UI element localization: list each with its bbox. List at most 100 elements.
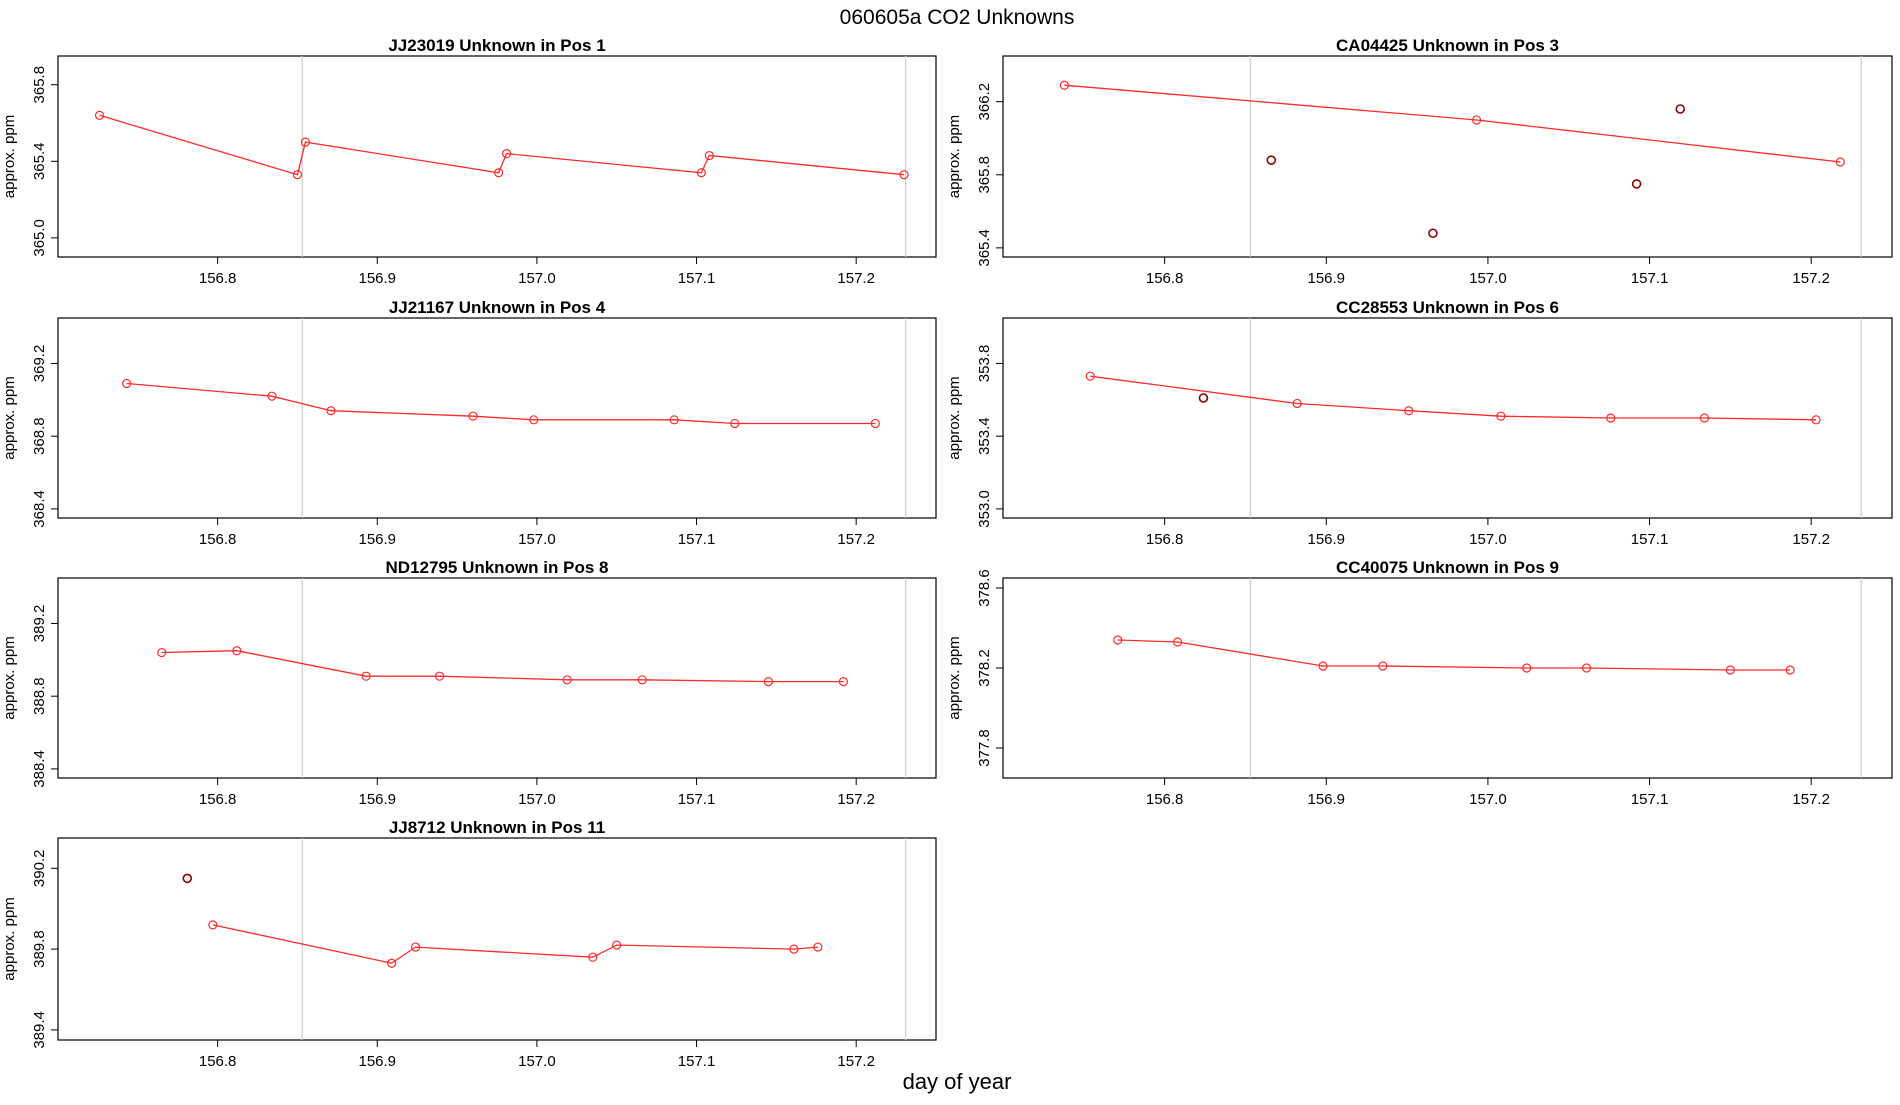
flagged-point [1675, 104, 1686, 114]
x-tick-label: 156.9 [358, 270, 396, 287]
x-tick-label: 157.0 [518, 531, 556, 548]
data-point [267, 391, 277, 401]
y-tick-label: 377.8 [976, 729, 993, 767]
panel-7: JJ8712 Unknown in Pos 11 156.8 156.9 157.0 1… [1, 818, 937, 1070]
y-tick-label: 365.8 [31, 66, 48, 104]
panel-3: JJ21167 Unknown in Pos 4 156.8 156.9 157.0 1… [1, 298, 937, 548]
y-tick-label: 353.8 [976, 345, 993, 383]
x-tick-label: 156.8 [199, 531, 237, 548]
y-tick-label: 389.8 [31, 930, 48, 968]
x-tick-label: 156.8 [199, 791, 237, 808]
panel-title: JJ8712 Unknown in Pos 11 [389, 818, 605, 837]
x-tick-label: 157.2 [837, 791, 875, 808]
x-tick-label: 157.2 [837, 1053, 875, 1070]
data-point [122, 378, 132, 389]
data-point [696, 168, 706, 178]
data-point [501, 149, 512, 159]
panel-title: JJ23019 Unknown in Pos 1 [388, 36, 605, 55]
y-axis-label: approx. ppm [1, 376, 18, 459]
figure-title: 060605a CO2 Unknowns [840, 6, 1075, 29]
data-point [94, 110, 105, 120]
flagged-point [1631, 179, 1642, 189]
x-tick-label: 156.8 [1146, 270, 1184, 287]
data-point [361, 671, 371, 681]
panels: JJ23019 Unknown in Pos 1 156.8 156.9 157.0 1… [1, 36, 1893, 1070]
x-tick-label: 156.9 [358, 791, 396, 808]
x-tick-label: 157.1 [1631, 791, 1669, 808]
y-axis-label: approx. ppm [1, 115, 18, 198]
data-point [292, 170, 303, 180]
data-point [1059, 80, 1070, 90]
x-tick-label: 157.2 [1792, 270, 1830, 287]
y-tick-label: 366.2 [976, 83, 993, 121]
y-tick-label: 388.8 [31, 677, 48, 715]
x-tick-label: 157.1 [1631, 270, 1669, 287]
x-tick-label: 157.1 [1631, 531, 1669, 548]
plot-frame [57, 577, 937, 779]
y-axis-label: approx. ppm [946, 636, 963, 719]
data-point [1785, 665, 1795, 675]
plot-frame [57, 55, 937, 258]
series-line [1117, 639, 1791, 671]
y-tick-label: 365.8 [976, 156, 993, 194]
data-point [789, 944, 799, 954]
x-tick-label: 157.1 [678, 1053, 716, 1070]
x-tick-label: 157.1 [678, 531, 716, 548]
data-point [1113, 635, 1123, 645]
y-tick-label: 369.2 [31, 345, 48, 383]
data-point [232, 646, 242, 656]
data-point [410, 942, 421, 952]
x-tick-label: 157.2 [1792, 791, 1830, 808]
data-point [1378, 661, 1388, 671]
data-point [730, 418, 740, 429]
panel-title: CC40075 Unknown in Pos 9 [1336, 558, 1559, 577]
y-tick-label: 388.4 [31, 750, 48, 788]
data-point [1835, 157, 1845, 167]
series-line [126, 382, 876, 425]
x-tick-label: 156.8 [199, 1053, 237, 1070]
y-tick-label: 378.2 [976, 649, 993, 687]
data-point [899, 170, 909, 180]
data-point [1404, 406, 1414, 416]
y-axis-label: approx. ppm [1, 897, 18, 980]
x-tick-label: 156.9 [358, 531, 396, 548]
y-tick-label: 368.8 [31, 417, 48, 455]
panel-2: CA04425 Unknown in Pos 3 156.8 156.9 157.0 1… [946, 36, 1893, 287]
data-point [300, 137, 311, 147]
data-point [157, 647, 167, 658]
x-tick-label: 157.0 [1469, 270, 1507, 287]
x-tick-label: 157.2 [837, 270, 875, 287]
data-point [1318, 661, 1328, 671]
data-point [870, 418, 880, 429]
data-point [1522, 663, 1532, 673]
x-tick-label: 156.9 [1307, 531, 1345, 548]
panel-4: CC28553 Unknown in Pos 6 156.8 156.9 157.0 1… [946, 298, 1893, 548]
data-point [529, 415, 539, 425]
data-point [562, 675, 572, 685]
plot-frame [1002, 317, 1893, 519]
data-point [813, 942, 823, 952]
flagged-point [1198, 393, 1209, 403]
plot-frame [1002, 55, 1893, 258]
data-point [493, 168, 504, 178]
series-line [212, 924, 818, 964]
data-point [838, 677, 849, 687]
panel-title: CC28553 Unknown in Pos 6 [1336, 298, 1559, 317]
data-point [637, 675, 647, 685]
x-tick-label: 157.0 [518, 270, 556, 287]
data-point [434, 671, 445, 681]
x-tick-label: 156.8 [1146, 791, 1184, 808]
panel-title: JJ21167 Unknown in Pos 4 [389, 298, 606, 317]
panel-1: JJ23019 Unknown in Pos 1 156.8 156.9 157.0 1… [1, 36, 937, 287]
data-point [468, 411, 478, 421]
x-tick-label: 157.1 [678, 791, 716, 808]
plot-frame [57, 317, 937, 519]
series-line [99, 114, 905, 176]
panel-title: ND12795 Unknown in Pos 8 [386, 558, 609, 577]
x-tick-label: 157.0 [518, 1053, 556, 1070]
data-point [704, 150, 714, 161]
data-point [1606, 413, 1616, 423]
x-tick-label: 156.9 [1307, 270, 1345, 287]
x-tick-label: 156.9 [358, 1053, 396, 1070]
